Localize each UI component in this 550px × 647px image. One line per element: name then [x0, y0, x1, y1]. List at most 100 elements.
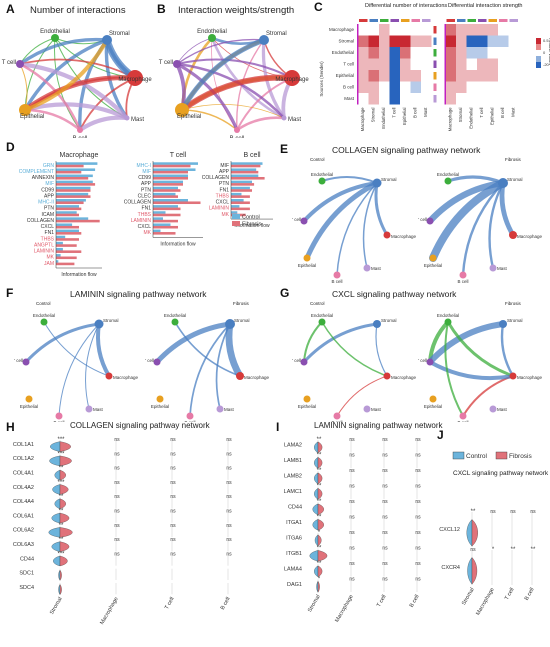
heat-left-cell — [358, 93, 369, 105]
heat-right-cell — [487, 58, 498, 70]
gene-label: COL1A1 — [13, 442, 34, 448]
heat-left-cell — [421, 70, 432, 82]
violin-fibrosis — [317, 534, 322, 546]
edge-epithelial — [23, 38, 109, 112]
heat-row-bar — [433, 72, 437, 80]
significance-label: ns — [170, 537, 176, 543]
violin-fibrosis — [317, 565, 323, 577]
bar-fibrosis — [153, 170, 188, 174]
bar-category-label: MIF — [45, 181, 54, 187]
violin-fibrosis — [317, 519, 324, 531]
heat-right-cell — [466, 24, 477, 36]
bar-category-label: PTN — [219, 181, 229, 187]
edge-stromal — [302, 181, 379, 223]
node-label: Endothelial — [197, 29, 227, 35]
heat-right-cell — [477, 70, 488, 82]
node-epithelial — [429, 254, 437, 262]
heat-right-cell — [508, 93, 519, 105]
significance-label: ns — [415, 515, 421, 521]
node-label: T cell — [418, 217, 427, 222]
bar-fibrosis — [231, 207, 250, 211]
heat-left-cell — [410, 58, 421, 70]
violin-control — [58, 569, 61, 581]
bar-control — [231, 186, 250, 190]
bar-category-label: CLEC — [138, 193, 152, 199]
node-label: Endothelial — [40, 29, 70, 35]
bar-control — [56, 199, 86, 202]
bar-fibrosis — [56, 189, 91, 192]
significance-label: ns — [349, 484, 355, 490]
group-label: Macrophage — [334, 594, 354, 623]
significance-label: ns — [382, 546, 388, 552]
heat-right-cell — [445, 47, 456, 59]
edge-stromal — [189, 323, 231, 417]
node-epithelial — [303, 395, 311, 403]
bar-control — [153, 186, 178, 190]
bar-control — [56, 192, 89, 196]
bar-fibrosis — [56, 219, 100, 223]
network-f-fibrosis: Endothelial Stromal T cell Macrophage Epithe… — [145, 313, 270, 422]
significance-label: ns — [114, 466, 120, 472]
heat-left-cell — [379, 47, 390, 59]
significance-label: ns — [382, 499, 388, 505]
significance-label: ns — [170, 480, 176, 486]
significance-label: ns — [415, 499, 421, 505]
heat-left-col-bar — [369, 19, 378, 22]
group-label: T cell — [376, 594, 388, 608]
bar-category-label: FN1 — [220, 187, 230, 193]
heat-left-cell — [400, 47, 411, 59]
violin-control — [314, 457, 319, 469]
heat-right-cell — [508, 58, 519, 70]
violin-control — [314, 565, 319, 577]
network-a: Endothelial Stromal Macrophage Mast B cell Ep… — [2, 29, 153, 138]
edge-endothelial — [446, 320, 515, 378]
violin-control — [309, 550, 319, 562]
bar-control — [153, 192, 176, 196]
group-label: Stromal — [461, 587, 476, 606]
significance-label: ns — [415, 484, 421, 490]
significance-label: * — [492, 547, 495, 553]
violin-fibrosis — [59, 498, 66, 509]
bar-category-label: MIF — [142, 169, 151, 175]
heat-left-col-label: Stromal — [371, 107, 376, 122]
significance-label: ** — [317, 468, 322, 474]
heat-left-cell — [389, 35, 400, 47]
node-epithelial — [19, 104, 31, 116]
bar-control — [56, 217, 89, 220]
edge-epithelial — [19, 63, 28, 111]
bar-category-label: COLLAGEN — [27, 218, 55, 224]
heat-left-col-bar — [380, 19, 389, 22]
node-endothelial — [171, 318, 179, 326]
node-label: Epithelial — [151, 404, 169, 409]
heat-right-cell — [456, 24, 467, 36]
significance-label: ns — [170, 523, 176, 529]
edge-stromal — [23, 38, 109, 112]
heat-right-col-label: Mast — [511, 107, 516, 117]
heat-left-cell — [400, 24, 411, 36]
bar-control — [153, 229, 161, 233]
significance-label: ns — [114, 537, 120, 543]
heat-row-label: Macrophage — [329, 27, 355, 32]
bar-control — [231, 192, 242, 196]
node-label: B cell — [331, 420, 342, 422]
heat-left-cell — [368, 81, 379, 93]
group-label: T cell — [504, 587, 516, 601]
node-macrophage — [236, 372, 244, 380]
node-b-cell — [459, 271, 467, 279]
violin-fibrosis — [59, 541, 70, 552]
bar-fibrosis — [153, 195, 178, 198]
node-endothelial — [318, 318, 326, 326]
heat-right-col-bar — [509, 19, 518, 22]
significance-label: ns — [114, 523, 120, 529]
bar-control — [153, 199, 188, 202]
heat-left-cell — [368, 47, 379, 59]
node-label: T cell — [14, 358, 23, 363]
significance-label: ns — [349, 515, 355, 521]
panel-b-letter: B — [157, 2, 166, 16]
node-label: Endothelial — [311, 313, 333, 318]
significance-label: ns — [349, 546, 355, 552]
node-label: Stromal — [507, 318, 523, 323]
significance-label: ns — [226, 437, 232, 443]
heat-left-cell — [410, 93, 421, 105]
